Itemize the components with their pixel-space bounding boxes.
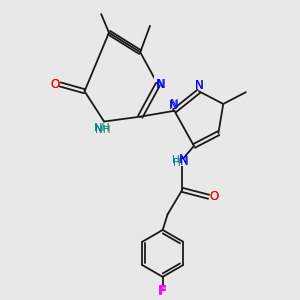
Text: NH: NH [95,125,110,135]
Text: N: N [180,154,189,168]
FancyBboxPatch shape [210,194,218,200]
Text: N: N [169,99,177,112]
Text: N: N [170,98,179,111]
Text: O: O [209,190,218,203]
Text: H: H [173,158,181,168]
FancyBboxPatch shape [159,286,166,295]
FancyBboxPatch shape [195,83,203,89]
Text: H: H [172,154,180,165]
Text: O: O [210,190,219,203]
FancyBboxPatch shape [51,82,58,87]
Text: N: N [179,153,188,166]
Text: O: O [50,78,59,91]
Text: N: N [194,80,203,92]
Text: N: N [195,79,204,92]
Text: NH: NH [94,123,111,133]
FancyBboxPatch shape [154,76,161,82]
FancyBboxPatch shape [176,159,186,166]
Text: N: N [156,78,165,91]
Text: F: F [158,284,167,297]
Text: O: O [50,78,59,91]
Text: F: F [158,285,167,298]
FancyBboxPatch shape [169,103,177,108]
FancyBboxPatch shape [98,125,108,131]
Text: N: N [157,78,166,91]
